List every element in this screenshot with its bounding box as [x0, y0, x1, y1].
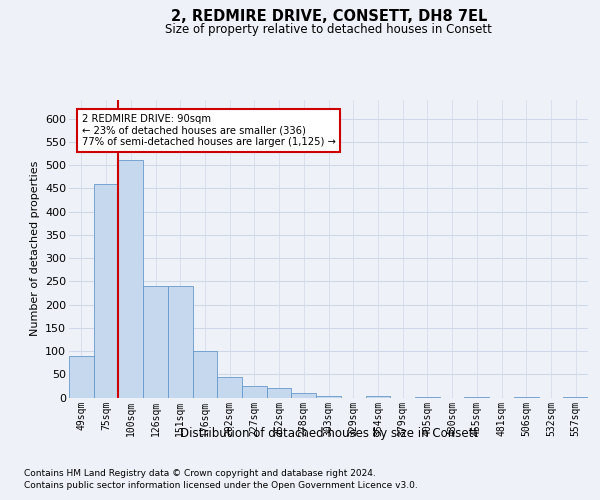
Text: Distribution of detached houses by size in Consett: Distribution of detached houses by size … [180, 428, 478, 440]
Bar [415, 396, 440, 398]
Bar [193, 351, 217, 398]
Bar [242, 386, 267, 398]
Bar [143, 286, 168, 398]
Text: Contains public sector information licensed under the Open Government Licence v3: Contains public sector information licen… [24, 481, 418, 490]
Bar [292, 393, 316, 398]
Bar [514, 396, 539, 398]
Bar [563, 396, 588, 398]
Bar [267, 388, 292, 398]
Bar [217, 376, 242, 398]
Bar [168, 286, 193, 398]
Bar [316, 396, 341, 398]
Bar [365, 396, 390, 398]
Bar [94, 184, 118, 398]
Bar [464, 396, 489, 398]
Text: 2, REDMIRE DRIVE, CONSETT, DH8 7EL: 2, REDMIRE DRIVE, CONSETT, DH8 7EL [170, 9, 487, 24]
Text: 2 REDMIRE DRIVE: 90sqm
← 23% of detached houses are smaller (336)
77% of semi-de: 2 REDMIRE DRIVE: 90sqm ← 23% of detached… [82, 114, 335, 147]
Y-axis label: Number of detached properties: Number of detached properties [29, 161, 40, 336]
Text: Contains HM Land Registry data © Crown copyright and database right 2024.: Contains HM Land Registry data © Crown c… [24, 469, 376, 478]
Bar [118, 160, 143, 398]
Text: Size of property relative to detached houses in Consett: Size of property relative to detached ho… [166, 23, 492, 36]
Bar [69, 356, 94, 398]
